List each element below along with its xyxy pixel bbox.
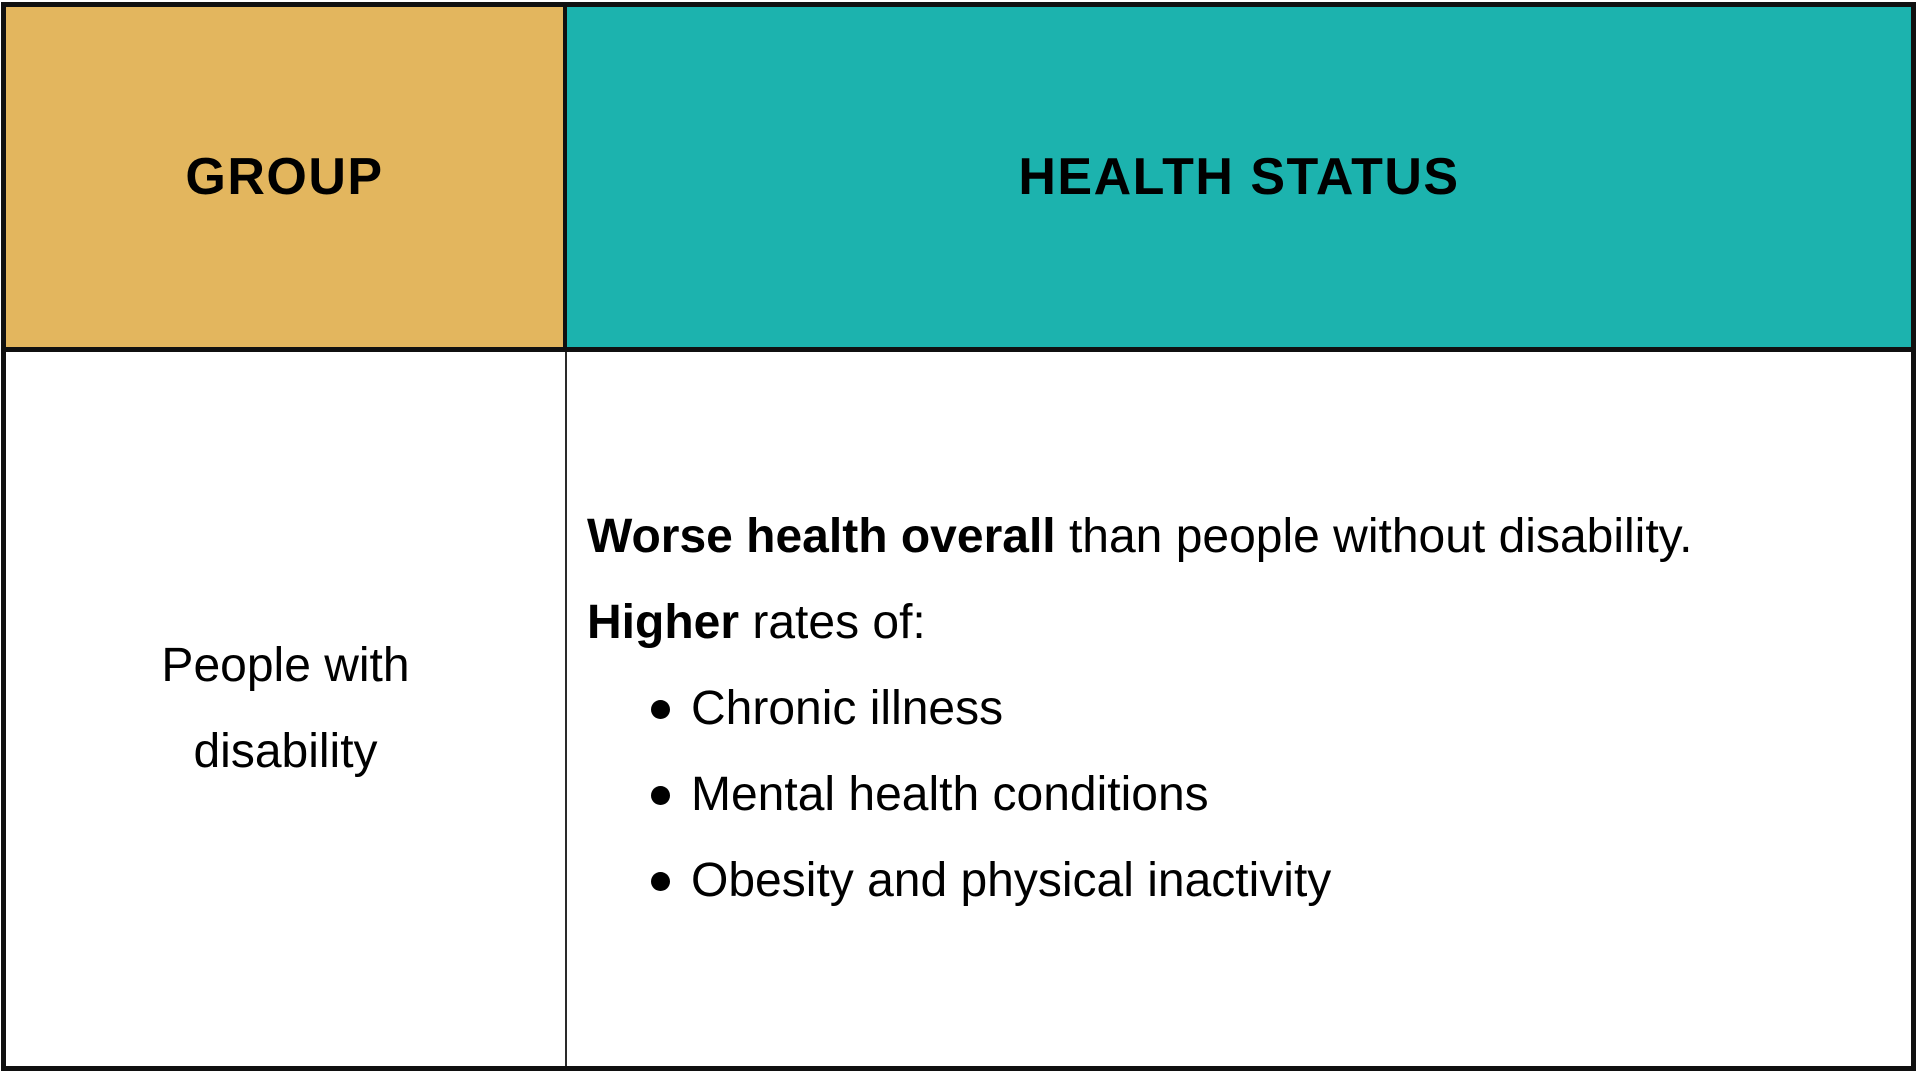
bullet-text: Mental health conditions: [691, 768, 1209, 821]
health-status-paragraph-overall: Worse health overall than people without…: [587, 494, 1851, 580]
group-header-label: GROUP: [185, 148, 384, 206]
worse-health-bold-text: Worse health overall: [587, 510, 1056, 563]
bullet-dot-icon: [651, 700, 670, 719]
bullet-dot-icon: [651, 786, 670, 805]
header-cell-group: GROUP: [6, 7, 567, 352]
health-status-bullet-list: Chronic illness Mental health conditions…: [587, 666, 1851, 924]
higher-rest-text: rates of:: [739, 596, 926, 649]
group-cell: People with disability: [6, 352, 567, 1066]
health-status-cell: Worse health overall than people without…: [567, 352, 1911, 1066]
bullet-item: Mental health conditions: [651, 752, 1851, 838]
worse-health-rest-text: than people without disability.: [1055, 510, 1693, 563]
bullet-text: Chronic illness: [691, 682, 1004, 735]
group-cell-text: People with disability: [161, 639, 410, 778]
bullet-item: Chronic illness: [651, 666, 1851, 752]
bullet-text: Obesity and physical inactivity: [691, 854, 1332, 907]
health-status-paragraph-rates: Higher rates of:: [587, 580, 1851, 666]
bullet-item: Obesity and physical inactivity: [651, 838, 1851, 924]
health-status-header-label: HEALTH STATUS: [1018, 148, 1460, 206]
header-cell-health-status: HEALTH STATUS: [567, 7, 1911, 352]
higher-bold-text: Higher: [587, 596, 740, 649]
bullet-dot-icon: [651, 872, 670, 891]
